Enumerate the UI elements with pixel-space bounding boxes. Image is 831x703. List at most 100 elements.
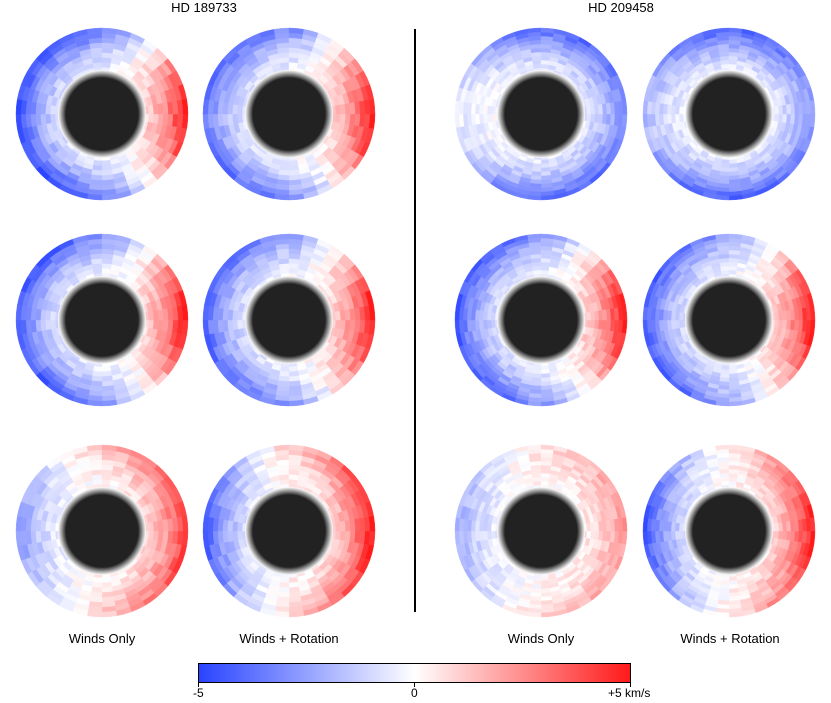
velocity-cell [279,576,290,583]
velocity-cell [674,105,680,115]
velocity-cell [152,319,159,331]
velocity-cell [728,576,738,582]
velocity-cell [621,517,628,532]
velocity-cell [368,515,376,532]
velocity-cell [540,265,550,271]
velocity-map-hd209458-row3-winds-only [454,444,628,618]
velocity-cell [486,530,492,540]
velocity-cell [720,265,730,271]
velocity-map-hd189733-row2-winds-rotation [202,233,376,407]
velocity-cell [45,520,52,532]
velocity-cell [586,319,592,329]
velocity-cell [101,370,113,377]
velocity-cell [540,580,550,586]
velocity-cell [778,319,784,329]
planet-disk [245,70,333,158]
velocity-cell [540,159,550,165]
colorbar-tick-mid [414,682,415,687]
velocity-cell [278,164,290,171]
velocity-cell [147,113,154,124]
planet-disk [58,276,146,364]
velocity-cell [339,319,346,331]
velocity-cell [490,522,496,532]
velocity-cell [368,98,376,115]
velocity-cell [540,269,550,275]
velocity-cell [728,365,738,371]
velocity-cell [674,522,680,532]
velocity-cell [91,370,103,377]
label-hd189733-winds-only: Winds Only [68,631,136,646]
velocity-cell [720,63,730,69]
velocity-cell [232,530,239,542]
velocity-cell [92,479,103,486]
velocity-map-hd189733-row2-winds-only [15,233,189,407]
velocity-cell [678,311,684,321]
velocity-cell [278,57,290,64]
velocity-cell [101,263,113,270]
velocity-cell [50,104,57,115]
velocity-cell [809,306,816,321]
velocity-cell [334,521,341,532]
velocity-cell [532,576,542,582]
velocity-cell [778,522,784,532]
velocity-cell [50,521,57,532]
velocity-cell [532,480,542,486]
velocity-cell [532,365,542,371]
velocity-cell [490,319,496,329]
velocity-cell [50,310,57,321]
velocity-cell [278,370,290,377]
velocity-cell [237,319,244,330]
velocity-cell [334,310,341,321]
velocity-cell [532,63,542,69]
velocity-cell [778,105,784,115]
velocity-cell [774,105,780,115]
velocity-cell [232,113,239,125]
velocity-cell [532,163,542,169]
velocity-cell [181,304,189,321]
velocity-cell [720,476,730,482]
velocity-cell [590,105,596,115]
velocity-cell [92,268,103,275]
velocity-colorbar [198,663,631,683]
velocity-map-hd209458-row1-winds-rotation [642,27,816,201]
velocity-cell [774,522,780,532]
velocity-cell [586,105,592,115]
velocity-cell [586,522,592,532]
velocity-cell [237,530,244,541]
velocity-cell [728,63,738,69]
velocity-cell [101,474,113,481]
velocity-cell [590,113,596,123]
velocity-cell [288,57,300,64]
velocity-cell [778,311,784,321]
velocity-cell [147,319,154,330]
velocity-cell [279,62,290,69]
velocity-cell [152,309,159,321]
velocity-cell [490,311,496,321]
velocity-cell [621,100,628,115]
velocity-map-hd209458-row2-winds-rotation [642,233,816,407]
velocity-cell [540,163,550,169]
velocity-cell [728,476,738,482]
velocity-cell [678,105,684,115]
velocity-cell [774,319,780,329]
velocity-cell [540,63,550,69]
velocity-cell [728,580,738,586]
velocity-cell [728,265,738,271]
velocity-cell [334,113,341,124]
velocity-cell [586,311,592,321]
velocity-cell [678,530,684,540]
velocity-cell [532,369,542,375]
velocity-cell [45,319,52,331]
velocity-cell [288,164,300,171]
velocity-cell [339,520,346,532]
velocity-cell [532,476,542,482]
velocity-cell [101,268,112,275]
velocity-cell [674,311,680,321]
velocity-cell [232,309,239,321]
velocity-map-hd189733-row1-winds-only [15,27,189,201]
velocity-cell [728,269,738,275]
velocity-cell [540,576,550,582]
velocity-cell [288,62,299,69]
velocity-cell [288,365,299,372]
velocity-cell [232,520,239,532]
